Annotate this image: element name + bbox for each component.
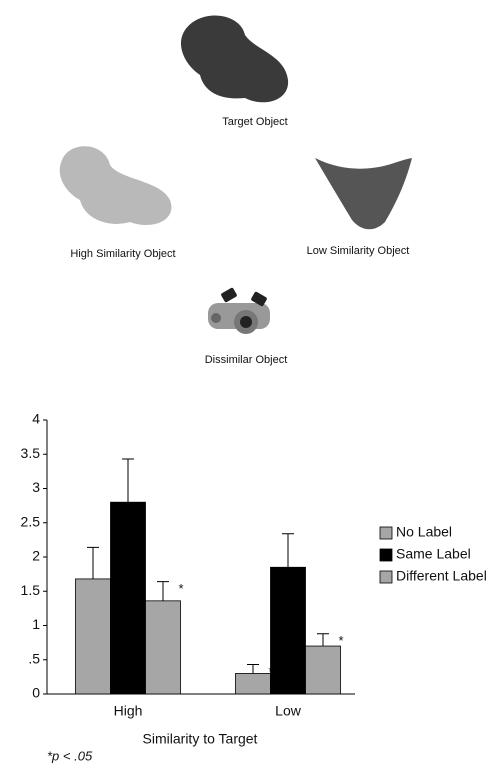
- legend-swatch: [380, 571, 392, 583]
- error-bar: [282, 534, 294, 568]
- high-similarity-object-shape: [60, 146, 172, 225]
- bar: [271, 567, 306, 694]
- bar: [146, 601, 181, 694]
- note: *p < .05: [47, 748, 93, 763]
- x-axis-title: Similarity to Target: [143, 731, 258, 747]
- bar: [111, 502, 146, 694]
- chart: Similarity to Target *p < .05 0 .5 1 1.5 2 2.…: [21, 411, 487, 764]
- object-label: Low Similarity Object: [307, 245, 410, 257]
- legend-label: Different Label: [396, 568, 487, 584]
- object-label: Dissimilar Object: [205, 354, 288, 366]
- y-tick-label: 3.5: [21, 445, 41, 461]
- y-tick-label: 0: [32, 685, 40, 701]
- y-tick-label: 2.5: [21, 513, 41, 529]
- y-tick-label: 2: [32, 548, 40, 564]
- x-tick-label: High: [114, 703, 143, 719]
- bar: [306, 646, 341, 694]
- bar: [236, 673, 271, 694]
- target-object-shape: [181, 15, 288, 102]
- object-label: Target Object: [222, 116, 287, 128]
- figure: Target Object High Similarity Object Low…: [0, 0, 503, 771]
- bar: [76, 579, 111, 694]
- dissimilar-object-shape: [208, 287, 270, 334]
- significance-marker: *: [178, 581, 183, 596]
- error-bar: [122, 459, 134, 502]
- error-bar: [87, 547, 99, 579]
- low-similarity-object-shape: [315, 158, 412, 229]
- y-tick-label: 1: [32, 616, 40, 632]
- legend-label: No Label: [396, 524, 452, 540]
- x-tick-label: Low: [275, 703, 302, 719]
- error-bar: [247, 665, 259, 674]
- y-tick-label: 1.5: [21, 582, 41, 598]
- object-label: High Similarity Object: [70, 248, 175, 260]
- y-tick-label: 4: [32, 411, 40, 427]
- error-bar: [317, 634, 329, 646]
- y-tick-label: 3: [32, 479, 40, 495]
- significance-marker: *: [338, 633, 343, 648]
- y-tick-label: .5: [28, 650, 40, 666]
- error-bar: [157, 582, 169, 601]
- legend-swatch: [380, 549, 392, 561]
- legend-swatch: [380, 527, 392, 539]
- legend-label: Same Label: [396, 546, 471, 562]
